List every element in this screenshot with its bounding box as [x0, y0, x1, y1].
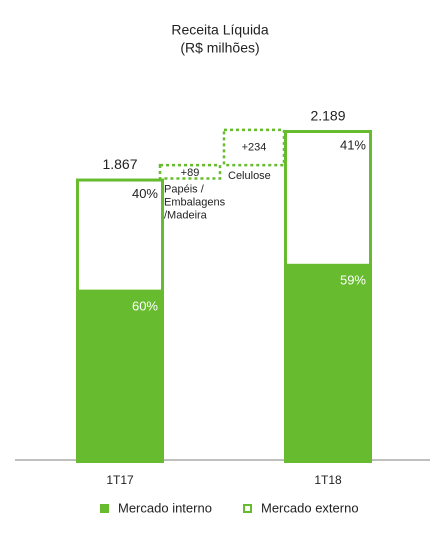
segment-label: 41%: [340, 137, 366, 152]
x-tick-label: 1T17: [106, 473, 134, 487]
step-box: [158, 163, 222, 180]
segment-label: 40%: [132, 186, 158, 201]
legend-swatch: [243, 504, 252, 513]
legend-label: Mercado interno: [118, 500, 212, 515]
segment-label: 60%: [132, 299, 158, 314]
step-value-label: +234: [242, 141, 267, 153]
bar-segment: [76, 291, 164, 464]
legend-label: Mercado externo: [261, 500, 359, 515]
chart-title: Receita Líquida: [171, 22, 269, 38]
bar-segment: [284, 130, 372, 267]
total-label: 2.189: [310, 108, 345, 124]
step-value-label: +89: [181, 167, 200, 179]
segment-label: 59%: [340, 273, 366, 288]
step-box: [222, 128, 286, 167]
chart-subtitle: (R$ milhões): [180, 40, 259, 56]
legend-swatch: [100, 504, 109, 513]
step-label: Celulose: [228, 170, 271, 182]
step-label: Embalagens: [164, 196, 226, 208]
total-label: 1.867: [102, 156, 137, 172]
step-label: /Madeira: [164, 209, 208, 221]
bar-segment: [284, 265, 372, 463]
x-tick-label: 1T18: [314, 473, 342, 487]
step-label: Papéis /: [164, 183, 205, 195]
bar-segment: [76, 178, 164, 293]
